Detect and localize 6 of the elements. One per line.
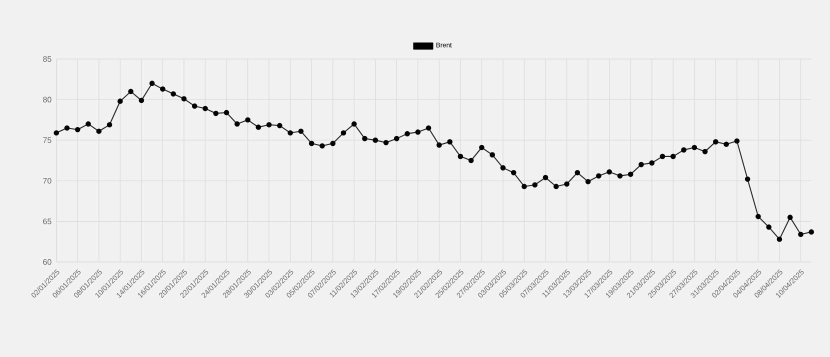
y-tick-label: 65 (43, 218, 52, 224)
y-tick-label: 70 (43, 178, 52, 184)
y-tick-label: 80 (43, 96, 52, 102)
y-tick-label: 85 (43, 56, 52, 62)
y-tick-label: 60 (43, 259, 52, 265)
y-tick-label: 75 (43, 137, 52, 143)
